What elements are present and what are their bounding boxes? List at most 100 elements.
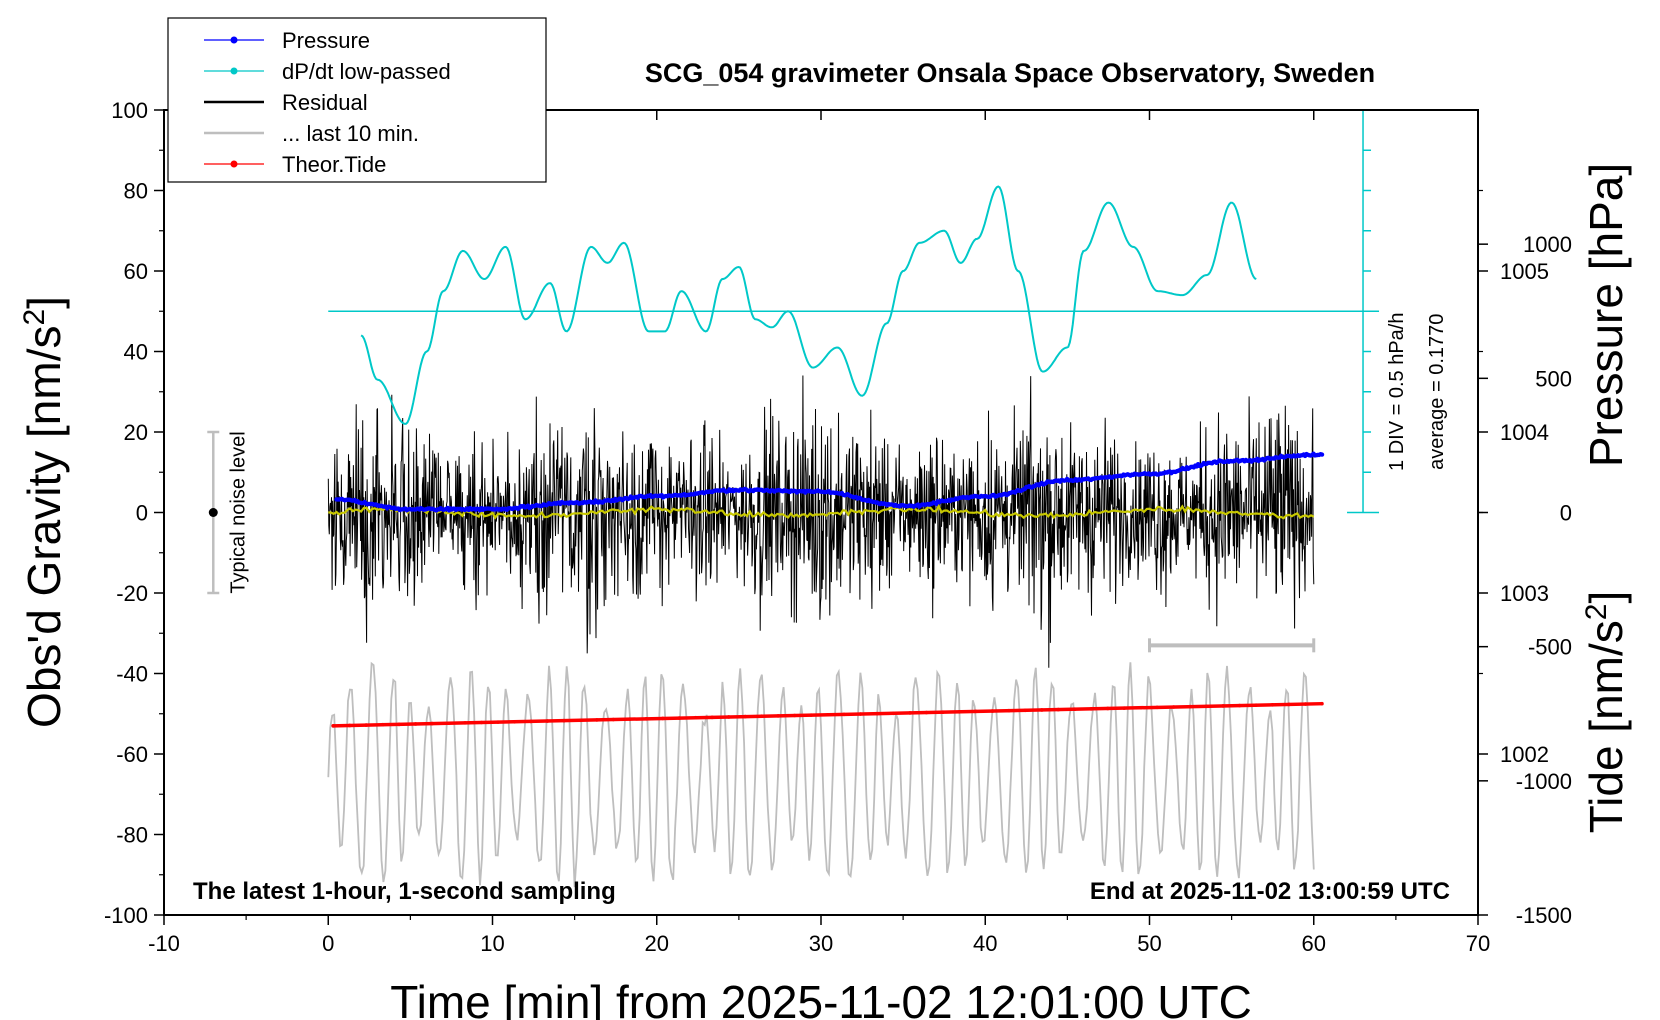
tide-point <box>545 719 550 723</box>
x-axis-title: Time [min] from 2025-11-02 12:01:00 UTC <box>390 976 1252 1020</box>
last10-line <box>327 661 1315 888</box>
tide-point <box>809 713 813 717</box>
tide-point <box>1040 708 1044 712</box>
axes: -10 0 10 20 30 40 50 60 70-100-80-60-40-20020406… <box>104 98 1572 956</box>
pressure-tick-label: 1004 <box>1500 420 1549 445</box>
x-tick-label: 30 <box>809 931 833 956</box>
tide-point <box>759 714 764 719</box>
tide-point <box>644 717 649 721</box>
chart-title: SCG_054 gravimeter Onsala Space Observat… <box>645 58 1375 88</box>
tide-point <box>1188 704 1192 709</box>
tide-point <box>1303 702 1308 706</box>
tide-point <box>990 709 995 713</box>
y-tick-label: -100 <box>104 903 148 928</box>
y-tick-label: 100 <box>111 98 148 123</box>
tide-point <box>957 710 962 714</box>
y-tick-label: 60 <box>124 259 148 284</box>
y-tick-label: -20 <box>116 581 148 606</box>
tide-point <box>364 723 368 727</box>
noise-bar-label: Typical noise level <box>227 431 249 593</box>
tide-point <box>529 719 533 724</box>
tide-tick-label: 500 <box>1535 366 1572 391</box>
legend: Pressure dP/dt low-passed Residual ... last… <box>167 17 547 183</box>
legend-label: ... last 10 min. <box>282 121 419 146</box>
last10-series <box>327 661 1315 888</box>
tide-point <box>908 711 912 715</box>
x-tick-label: 20 <box>645 931 669 956</box>
tide-point <box>710 715 715 720</box>
tide-point <box>595 718 599 722</box>
tide-point <box>941 710 945 714</box>
y-tick-label: 0 <box>136 501 148 526</box>
tide-point <box>875 711 879 716</box>
tide-point <box>479 720 484 725</box>
tide-point <box>446 721 451 726</box>
legend-label: Residual <box>282 90 368 115</box>
x-tick-label: 70 <box>1466 931 1490 956</box>
legend-label: Theor.Tide <box>282 152 386 177</box>
x-tick-label: -10 <box>148 931 180 956</box>
dpdt-div-label: 1 DIV = 0.5 hPa/h <box>1386 313 1408 471</box>
tide-point <box>1155 705 1159 710</box>
tide-point <box>1171 705 1176 709</box>
legend-label: Pressure <box>282 28 370 53</box>
tide-point <box>413 722 418 726</box>
tide-point <box>1007 708 1011 713</box>
y-axis-left-sup: 2 <box>18 309 51 326</box>
tide-point <box>562 718 566 723</box>
bottom-right-note: End at 2025-11-02 13:00:59 UTC <box>1090 878 1450 905</box>
tide-series <box>331 701 1324 728</box>
tide-point <box>1320 701 1324 706</box>
legend-label: dP/dt low-passed <box>282 59 451 84</box>
tide-point <box>1056 707 1061 712</box>
tide-point <box>858 712 863 716</box>
tide-point <box>1254 703 1258 707</box>
smoothed-residual-line <box>328 503 1315 520</box>
smoothed-residual-series <box>328 503 1315 520</box>
pressure-tick-label: 1003 <box>1500 581 1549 606</box>
tide-point <box>660 716 665 721</box>
tide-tick-label: 0 <box>1560 501 1572 526</box>
tide-point <box>693 715 698 720</box>
noise-bar-center <box>208 508 218 517</box>
residual-line <box>327 375 1315 668</box>
tide-point <box>1023 708 1028 713</box>
y-tick-label: 20 <box>124 420 148 445</box>
tide-point <box>891 711 896 716</box>
y-tick-label: -80 <box>116 823 148 848</box>
tide-point <box>463 721 467 725</box>
tide-point <box>1089 707 1094 711</box>
y-tick-label: -60 <box>116 742 148 767</box>
tide-point <box>974 709 978 714</box>
tide-point <box>397 722 401 727</box>
dpdt-series <box>360 185 1257 425</box>
pressure-tick-label: 1005 <box>1500 259 1549 284</box>
tide-point <box>825 712 830 717</box>
tide-point <box>1221 704 1225 708</box>
tide-tick-label: 1000 <box>1523 232 1572 257</box>
tide-tick-label: -500 <box>1528 635 1572 660</box>
tide-point <box>1072 707 1077 712</box>
tide-point <box>792 713 797 718</box>
dpdt-line <box>360 185 1257 425</box>
chart-annotations: 1 DIV = 0.5 hPa/h average = 0.1770 Typical… <box>207 109 1448 653</box>
tide-point <box>512 719 517 724</box>
pressure-series <box>334 451 1325 513</box>
tide-point <box>347 723 352 728</box>
pressure-tick-label: 1002 <box>1500 742 1549 767</box>
tide-point <box>628 717 632 721</box>
y-tick-label: -40 <box>116 662 148 687</box>
legend-marker <box>230 67 238 75</box>
tide-point <box>776 714 780 718</box>
legend-box <box>167 17 547 183</box>
tide-tick-label: -1500 <box>1516 903 1572 928</box>
legend-marker <box>230 36 238 44</box>
bottom-left-note: The latest 1-hour, 1-second sampling <box>193 878 616 905</box>
x-tick-label: 40 <box>973 931 997 956</box>
tide-point <box>677 716 682 720</box>
tide-point <box>496 720 500 724</box>
tide-point <box>1122 706 1127 710</box>
x-tick-label: 50 <box>1137 931 1161 956</box>
tide-tick-label: -1000 <box>1516 769 1572 794</box>
tide-point <box>1105 706 1110 711</box>
